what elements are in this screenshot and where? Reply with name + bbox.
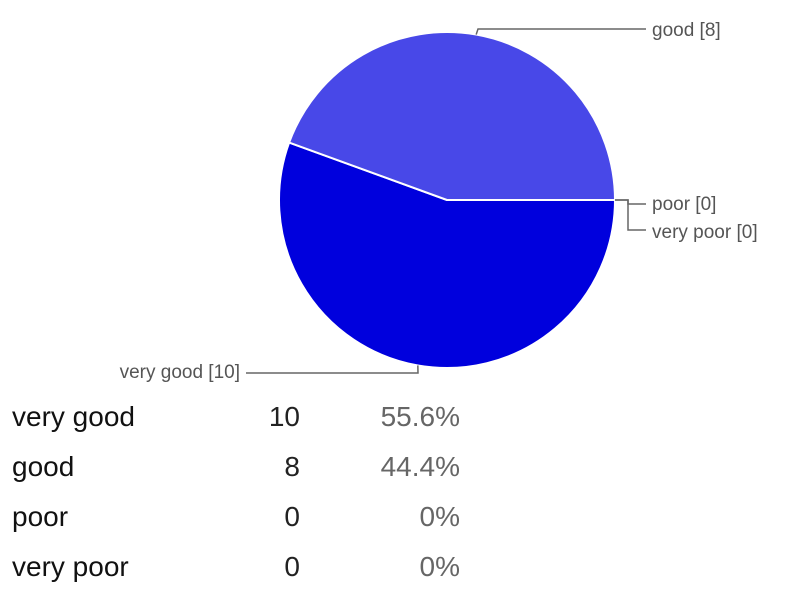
slice-label: very good [10] <box>120 362 240 383</box>
table-row: very good 10 55.6% <box>12 392 460 442</box>
summary-table: very good 10 55.6% good 8 44.4% poor 0 0… <box>12 392 460 592</box>
row-label: poor <box>12 501 69 532</box>
pie-slice-very-good <box>278 141 617 369</box>
row-percent: 44.4% <box>380 451 460 482</box>
table-row: good 8 44.4% <box>12 442 460 492</box>
row-count: 8 <box>284 451 300 482</box>
leader-line <box>246 365 419 374</box>
row-percent: 0% <box>419 551 460 582</box>
slice-label: very poor [0] <box>652 222 758 243</box>
pie-chart-svg: very good [10] good [8] poor [0] very poor … <box>120 20 758 383</box>
pie-slice-good <box>287 31 617 201</box>
pie-chart: very good [10] good [8] poor [0] very poor … <box>120 20 758 383</box>
table-row: very poor 0 0% <box>12 542 460 592</box>
row-count: 10 <box>268 401 300 432</box>
row-count: 0 <box>284 551 300 582</box>
row-percent: 55.6% <box>380 401 460 432</box>
row-label: very poor <box>12 551 129 582</box>
row-percent: 0% <box>419 501 460 532</box>
leader-line <box>615 199 646 231</box>
leader-line <box>475 28 646 35</box>
row-label: very good <box>12 401 135 432</box>
row-count: 0 <box>284 501 300 532</box>
row-label: good <box>12 451 75 482</box>
slice-label: poor [0] <box>652 194 716 215</box>
table-row: poor 0 0% <box>12 492 460 542</box>
slice-label: good [8] <box>652 20 721 41</box>
